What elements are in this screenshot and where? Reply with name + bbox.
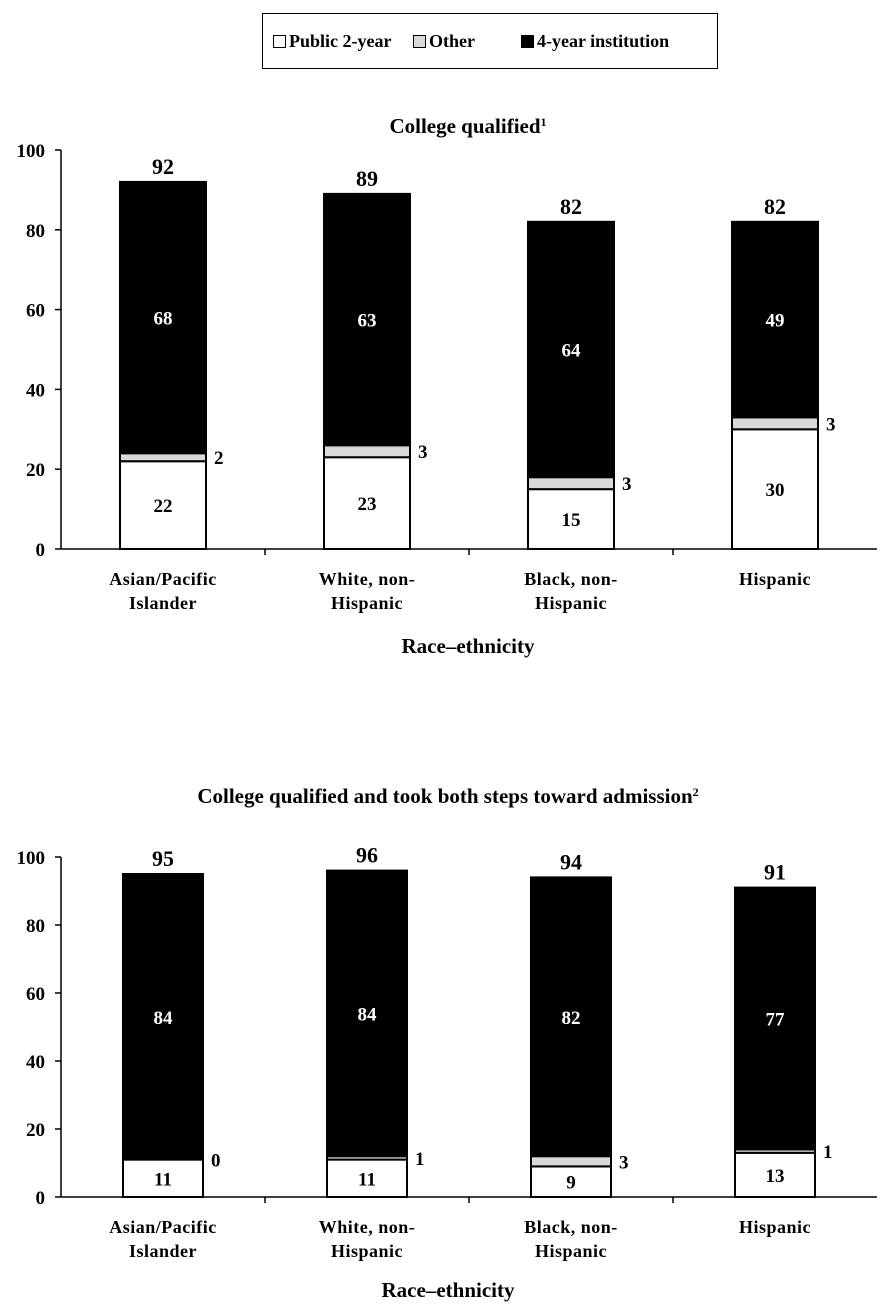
data-label: 22 [154, 496, 173, 517]
bar-segment-4-year-institution [326, 869, 408, 1158]
legend-item-public-2-year: Public 2-year [273, 31, 391, 51]
legend-item-other: Other [413, 31, 475, 51]
y-tick-label: 60 [26, 301, 45, 322]
legend-swatch-public-2-year [273, 35, 286, 48]
data-label: 1 [415, 1149, 425, 1170]
x-axis-title: Race–ethnicity [402, 634, 535, 658]
y-tick-label: 100 [17, 848, 46, 869]
bar-segment-other [731, 416, 819, 431]
y-tick-label: 40 [26, 380, 45, 401]
y-tick-label: 0 [36, 1188, 46, 1209]
y-tick-label: 0 [36, 540, 46, 561]
bar-segment-other [527, 476, 615, 491]
bar-segment-other [530, 1155, 612, 1168]
y-tick-label: 60 [26, 984, 45, 1005]
data-label: 84 [358, 1004, 378, 1025]
data-label: 11 [358, 1169, 376, 1190]
legend: Public 2-year Other 4-year institution [262, 13, 718, 69]
y-tick-label: 40 [26, 1052, 45, 1073]
data-label: 3 [622, 474, 632, 495]
total-label: 92 [152, 154, 174, 179]
category-label: Asian/Pacific [109, 1217, 217, 1237]
total-label: 82 [764, 194, 786, 219]
data-label: 3 [619, 1152, 629, 1173]
category-label: Islander [129, 593, 197, 613]
data-label: 1 [823, 1142, 833, 1163]
bar-segment-other [119, 452, 207, 463]
total-label: 95 [152, 846, 174, 871]
bar-segment-4-year-institution [119, 180, 207, 455]
legend-swatch-other [413, 35, 426, 48]
category-label: Asian/Pacific [109, 569, 217, 589]
legend-item-4-year-institution: 4-year institution [521, 31, 669, 51]
title-footnote: 2 [693, 785, 699, 799]
y-tick-label: 100 [17, 141, 46, 162]
data-label: 49 [766, 311, 785, 332]
total-label: 89 [356, 166, 378, 191]
bar-segment-other [323, 444, 411, 459]
data-label: 84 [154, 1008, 174, 1029]
total-label: 82 [560, 194, 582, 219]
category-label: Black, non- [524, 569, 618, 589]
bar-segment-public-2-year [326, 1158, 408, 1198]
legend-label-other: Other [429, 31, 475, 51]
bar-segment-4-year-institution [530, 876, 612, 1158]
category-label: Black, non- [524, 1217, 618, 1237]
bar-segment-public-2-year [527, 488, 615, 550]
total-label: 91 [764, 860, 786, 885]
data-label: 30 [766, 480, 785, 501]
chart-title: College qualified1 [389, 114, 546, 138]
legend-label-public-2-year: Public 2-year [289, 31, 392, 51]
data-label: 68 [154, 309, 173, 330]
data-label: 3 [418, 442, 428, 463]
data-label: 9 [566, 1173, 576, 1194]
title-footnote: 1 [541, 115, 547, 129]
bar-segment-4-year-institution [122, 873, 204, 1161]
category-label: Hispanic [739, 1217, 811, 1237]
y-tick-label: 20 [26, 1120, 45, 1141]
data-label: 82 [562, 1008, 581, 1029]
bar-segment-public-2-year [122, 1158, 204, 1198]
category-label: Hispanic [535, 593, 607, 613]
bar-segment-public-2-year [734, 1151, 816, 1199]
category-label: Hispanic [739, 569, 811, 589]
y-tick-label: 80 [26, 916, 45, 937]
chart-title: College qualified and took both steps to… [197, 784, 698, 808]
x-axis-title: Race–ethnicity [382, 1278, 515, 1302]
data-label: 3 [826, 414, 836, 435]
category-label: White, non- [319, 1217, 416, 1237]
data-label: 15 [562, 510, 581, 531]
bar-segment-4-year-institution [731, 220, 819, 419]
category-label: Islander [129, 1241, 197, 1261]
bar-segment-4-year-institution [527, 220, 615, 479]
bar-segment-4-year-institution [734, 886, 816, 1151]
data-label: 63 [358, 311, 377, 332]
category-label: Hispanic [331, 1241, 403, 1261]
data-label: 77 [766, 1010, 786, 1031]
legend-swatch-4-year-institution [521, 35, 534, 48]
y-tick-label: 80 [26, 221, 45, 242]
y-tick-label: 20 [26, 460, 45, 481]
bar-segment-4-year-institution [323, 192, 411, 447]
data-label: 11 [154, 1169, 172, 1190]
category-label: Hispanic [535, 1241, 607, 1261]
category-label: Hispanic [331, 593, 403, 613]
data-label: 23 [358, 494, 377, 515]
total-label: 96 [356, 843, 378, 868]
data-label: 64 [562, 341, 582, 362]
total-label: 94 [560, 849, 582, 874]
category-label: White, non- [319, 569, 416, 589]
data-label: 2 [214, 448, 224, 469]
data-label: 13 [766, 1166, 785, 1187]
data-label: 0 [211, 1151, 221, 1172]
legend-label-4-year-institution: 4-year institution [537, 31, 670, 51]
